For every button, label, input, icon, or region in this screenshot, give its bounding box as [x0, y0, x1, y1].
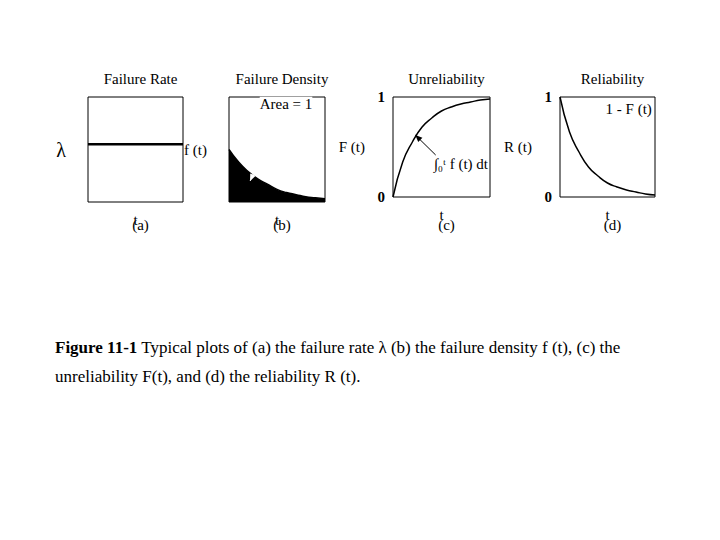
svg-text:t: t: [439, 206, 444, 223]
svg-text:Failure Rate: Failure Rate: [104, 71, 178, 87]
svg-text:1: 1: [378, 89, 386, 105]
svg-text:(d): (d): [604, 217, 622, 234]
svg-text:Failure Density: Failure Density: [236, 71, 329, 87]
html-text:Figure 11-1 Typical plots of (: Figure 11-1 Typical plots of (a) the fai…: [55, 338, 621, 386]
svg-text:Area = 1: Area = 1: [260, 96, 313, 112]
svg-text:(c): (c): [438, 217, 455, 234]
svg-text:1 - F (t): 1 - F (t): [606, 101, 652, 118]
svg-text:Reliability: Reliability: [581, 71, 645, 87]
svg-text:f (t): f (t): [184, 142, 207, 159]
svg-text:0: 0: [545, 189, 553, 205]
svg-text:R (t): R (t): [504, 139, 532, 156]
svg-text:t: t: [605, 206, 610, 223]
svg-text:λ: λ: [56, 139, 66, 161]
svg-text:F (t): F (t): [339, 139, 365, 156]
svg-text:0: 0: [378, 189, 386, 205]
svg-text:Unreliability: Unreliability: [408, 71, 485, 87]
svg-text:1: 1: [545, 89, 553, 105]
svg-text:(a): (a): [132, 217, 149, 234]
svg-text:∫₀ᵗ f (t) dt: ∫₀ᵗ f (t) dt: [433, 156, 489, 173]
svg-text:(b): (b): [273, 217, 291, 234]
